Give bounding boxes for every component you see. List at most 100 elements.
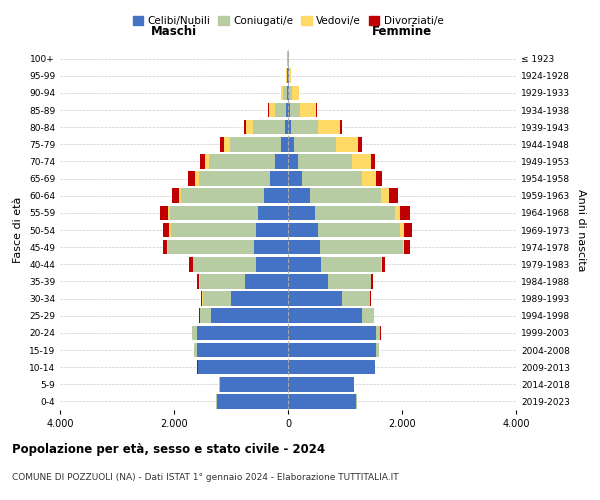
Bar	[198, 360, 288, 374]
Bar	[400, 206, 410, 220]
Bar	[284, 120, 288, 134]
Bar	[168, 240, 254, 254]
Bar	[288, 308, 362, 323]
Bar	[288, 394, 356, 408]
Bar	[172, 188, 179, 203]
Bar	[201, 292, 202, 306]
Bar	[244, 120, 246, 134]
Bar	[400, 222, 404, 238]
Bar	[342, 292, 370, 306]
Bar	[404, 222, 412, 238]
Bar	[217, 394, 288, 408]
Bar	[289, 86, 292, 100]
Bar	[376, 172, 382, 186]
Bar	[220, 377, 288, 392]
Bar	[288, 206, 316, 220]
Bar	[316, 206, 395, 220]
Bar	[197, 326, 288, 340]
Bar	[200, 308, 211, 323]
Bar	[281, 137, 288, 152]
Bar	[291, 120, 318, 134]
Bar	[288, 377, 353, 392]
Bar	[316, 102, 317, 118]
Bar	[298, 154, 352, 168]
Bar	[321, 257, 381, 272]
Bar	[376, 342, 379, 357]
Bar	[288, 257, 321, 272]
Bar	[245, 274, 288, 288]
Bar	[224, 137, 230, 152]
Bar	[163, 222, 169, 238]
Bar	[288, 137, 294, 152]
Bar	[270, 172, 288, 186]
Bar	[288, 342, 376, 357]
Bar	[288, 326, 376, 340]
Bar	[259, 206, 288, 220]
Bar	[288, 292, 342, 306]
Bar	[302, 172, 362, 186]
Bar	[288, 172, 302, 186]
Text: Maschi: Maschi	[151, 25, 197, 38]
Bar	[283, 86, 287, 100]
Bar	[205, 154, 209, 168]
Bar	[320, 240, 403, 254]
Bar	[193, 257, 256, 272]
Bar	[288, 86, 289, 100]
Bar	[288, 360, 374, 374]
Bar	[170, 206, 259, 220]
Bar	[288, 222, 317, 238]
Bar	[199, 172, 270, 186]
Bar	[287, 86, 288, 100]
Bar	[300, 102, 316, 118]
Bar	[170, 222, 256, 238]
Bar	[209, 154, 275, 168]
Bar	[246, 120, 253, 134]
Bar	[275, 154, 288, 168]
Bar	[200, 154, 205, 168]
Bar	[195, 172, 199, 186]
Bar	[403, 240, 404, 254]
Bar	[254, 240, 288, 254]
Bar	[190, 257, 193, 272]
Bar	[382, 257, 385, 272]
Bar	[200, 274, 245, 288]
Text: Popolazione per età, sesso e stato civile - 2024: Popolazione per età, sesso e stato civil…	[12, 442, 325, 456]
Bar	[256, 222, 288, 238]
Bar	[328, 274, 371, 288]
Bar	[167, 240, 168, 254]
Bar	[362, 308, 373, 323]
Bar	[371, 274, 373, 288]
Bar	[203, 292, 231, 306]
Bar	[340, 120, 341, 134]
Bar	[389, 188, 398, 203]
Bar	[169, 222, 170, 238]
Bar	[268, 102, 269, 118]
Bar	[163, 240, 167, 254]
Bar	[292, 86, 299, 100]
Text: COMUNE DI POZZUOLI (NA) - Dati ISTAT 1° gennaio 2024 - Elaborazione TUTTITALIA.I: COMUNE DI POZZUOLI (NA) - Dati ISTAT 1° …	[12, 472, 398, 482]
Bar	[290, 102, 300, 118]
Bar	[179, 188, 181, 203]
Bar	[381, 257, 382, 272]
Bar	[358, 137, 362, 152]
Bar	[376, 326, 380, 340]
Bar	[269, 102, 275, 118]
Bar	[318, 120, 340, 134]
Y-axis label: Fasce di età: Fasce di età	[13, 197, 23, 263]
Bar	[294, 137, 337, 152]
Bar	[231, 292, 288, 306]
Bar	[381, 188, 389, 203]
Bar	[181, 188, 264, 203]
Bar	[288, 154, 298, 168]
Bar	[286, 102, 288, 118]
Bar	[310, 188, 381, 203]
Bar	[197, 342, 288, 357]
Bar	[168, 206, 170, 220]
Text: Femmine: Femmine	[372, 25, 432, 38]
Bar	[256, 257, 288, 272]
Bar	[288, 102, 290, 118]
Bar	[362, 172, 376, 186]
Bar	[352, 154, 371, 168]
Bar	[253, 120, 284, 134]
Bar	[211, 308, 288, 323]
